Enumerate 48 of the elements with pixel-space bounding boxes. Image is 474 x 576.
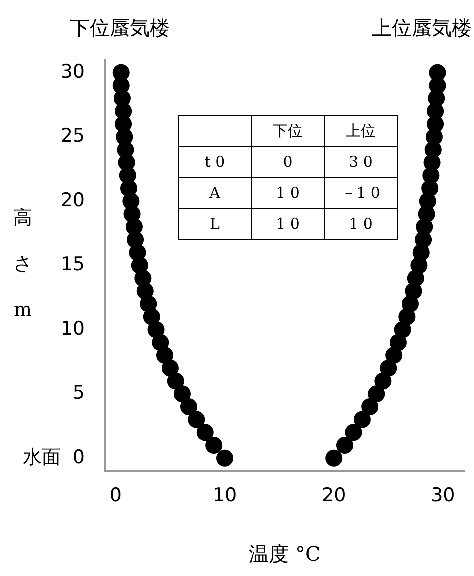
point [362, 398, 379, 416]
point [345, 424, 362, 442]
point [326, 450, 343, 467]
annotation: L [178, 208, 252, 240]
point [188, 411, 206, 428]
y-tick-label: 10 [60, 318, 85, 340]
point [206, 437, 223, 454]
annotation: 1 0 [324, 208, 398, 240]
x-tick-label: 20 [322, 484, 346, 507]
point [354, 411, 371, 428]
point [368, 386, 386, 403]
x-axis-title: 温度 °C [249, 542, 321, 566]
point [374, 372, 392, 390]
point [394, 321, 412, 338]
y-tick-label: 15 [60, 254, 85, 276]
annotation: 0 [252, 146, 324, 178]
annotation: －1 0 [324, 178, 398, 208]
y-tick-label: 30 [60, 60, 85, 83]
annotation: A [178, 178, 252, 208]
y-tick-label: 5 [72, 382, 85, 404]
point [216, 450, 234, 467]
point [386, 347, 403, 364]
x-tick-label: 30 [431, 484, 456, 507]
point [180, 398, 198, 416]
series-label: 上位蜃気楼 [372, 16, 472, 40]
point [174, 386, 191, 403]
y-tick-label: 20 [60, 189, 85, 212]
x-tick-label: 0 [110, 484, 122, 507]
point [336, 437, 354, 454]
point [167, 372, 184, 390]
point [148, 321, 165, 338]
annotation: 上位 [324, 116, 398, 146]
point [162, 360, 179, 377]
y-tick-label: 水面 0 [22, 446, 85, 468]
point [196, 424, 214, 442]
point [112, 64, 130, 82]
point [156, 347, 174, 364]
series-label: 下位蜃気楼 [70, 16, 170, 40]
annotation: t 0 [178, 146, 252, 178]
point [380, 360, 398, 377]
x-tick-label: 10 [212, 484, 238, 507]
annotation: 1 0 [252, 178, 324, 208]
annotation: 1 0 [252, 208, 324, 240]
annotation: 下位 [252, 116, 324, 146]
y-tick-label: 25 [60, 125, 85, 148]
text: 高さm [14, 207, 32, 321]
point [429, 64, 446, 82]
annotation: 3 0 [324, 146, 398, 178]
